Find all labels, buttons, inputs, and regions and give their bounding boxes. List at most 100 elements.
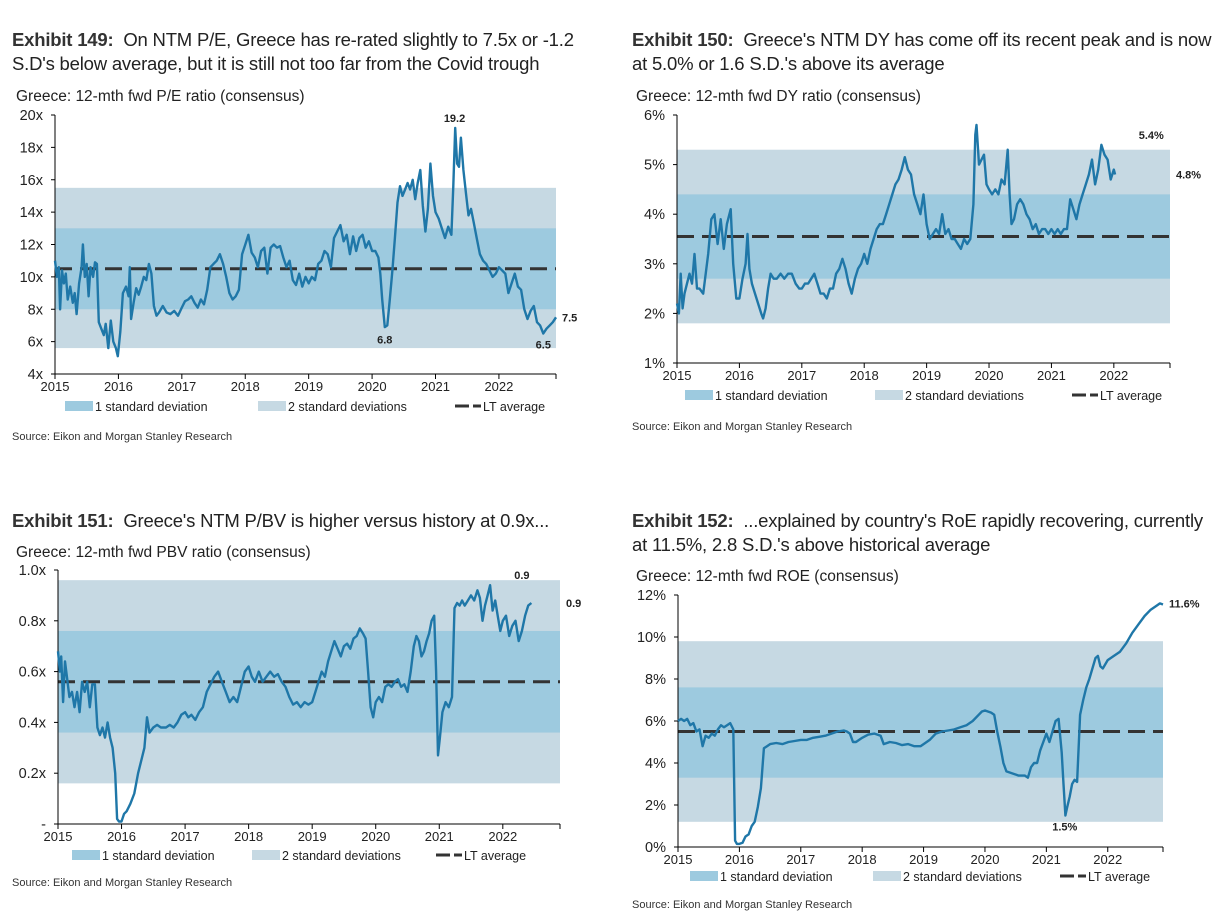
chart-151-source: Source: Eikon and Morgan Stanley Researc…: [12, 877, 233, 889]
legend-swatch-1sd: [65, 401, 93, 411]
series-line-roe: [677, 602, 1164, 846]
exhibit-149-text: On NTM P/E, Greece has re-rated slightly…: [12, 29, 574, 74]
y-tick-label: 6%: [645, 714, 666, 730]
series-line-dy: [675, 123, 1117, 320]
y-tick-label: 6x: [28, 335, 44, 351]
data-label: 11.6%: [1169, 598, 1200, 610]
x-tick-label: 2021: [1037, 368, 1066, 383]
exhibit-150-label: Exhibit 150:: [632, 29, 734, 50]
x-tick-label: 2022: [1093, 852, 1122, 867]
data-label: 5.4%: [1139, 130, 1164, 142]
x-tick-label: 2021: [421, 379, 450, 394]
y-tick-label: 18x: [20, 140, 44, 156]
x-tick-label: 2020: [361, 829, 390, 844]
x-tick-label: 2018: [850, 368, 879, 383]
chart-150-subtitle: Greece: 12-mth fwd DY ratio (consensus): [636, 88, 921, 105]
y-tick-label: 0.8x: [19, 614, 47, 630]
y-tick-label: 1.0x: [19, 563, 47, 579]
x-tick-label: 2016: [725, 368, 754, 383]
chart-150-source: Source: Eikon and Morgan Stanley Researc…: [632, 421, 853, 433]
x-tick-label: 2022: [488, 829, 517, 844]
exhibit-152-label: Exhibit 152:: [632, 510, 734, 531]
y-tick-label: 2%: [644, 306, 665, 322]
x-tick-label: 2019: [912, 368, 941, 383]
legend-label-2sd: 2 standard deviations: [282, 849, 401, 863]
x-tick-label: 2015: [44, 829, 73, 844]
legend-swatch-1sd: [685, 390, 713, 400]
x-tick-label: 2020: [971, 852, 1000, 867]
x-tick-label: 2017: [787, 368, 816, 383]
x-tick-label: 2019: [909, 852, 938, 867]
legend-label-1sd: 1 standard deviation: [95, 400, 208, 414]
chart-roe: 0% 2% 4% 6% 8% 10% 12% 2015 2016 2017 2018 2019 2020…: [637, 588, 1200, 884]
exhibit-152-text: ...explained by country's RoE rapidly re…: [632, 510, 1203, 555]
y-tick-label: 8x: [28, 302, 44, 318]
y-tick-label: 5%: [644, 158, 665, 174]
x-tick-label: 2021: [425, 829, 454, 844]
x-tick-label: 2021: [1032, 852, 1061, 867]
exhibit-149-label: Exhibit 149:: [12, 29, 114, 50]
y-tick-label: 16x: [20, 173, 44, 189]
y-tick-label: 4%: [644, 207, 665, 223]
y-tick-label: 0.2x: [19, 766, 47, 782]
x-tick-label: 2016: [725, 852, 754, 867]
legend-swatch-2sd: [252, 850, 280, 860]
x-tick-label: 2019: [298, 829, 327, 844]
legend-label-1sd: 1 standard deviation: [720, 870, 833, 884]
chart-149-source: Source: Eikon and Morgan Stanley Researc…: [12, 431, 233, 443]
exhibit-151-label: Exhibit 151:: [12, 510, 114, 531]
x-tick-label: 2017: [786, 852, 815, 867]
legend-swatch-2sd: [258, 401, 286, 411]
legend-label-2sd: 2 standard deviations: [903, 870, 1022, 884]
x-tick-label: 2015: [41, 379, 70, 394]
y-tick-label: 12x: [20, 238, 44, 254]
y-tick-label: -: [41, 817, 46, 833]
legend-swatch-1sd: [72, 850, 100, 860]
legend-swatch-2sd: [875, 390, 903, 400]
data-label: 6.5: [536, 340, 551, 352]
y-tick-label: 0%: [645, 840, 666, 856]
data-label: 4.8%: [1176, 170, 1201, 182]
data-label: 7.5: [562, 312, 577, 324]
x-tick-label: 2017: [171, 829, 200, 844]
chart-152-source: Source: Eikon and Morgan Stanley Researc…: [632, 899, 853, 911]
legend-swatch-2sd: [873, 871, 901, 881]
exhibit-152-title: Exhibit 152: ...explained by country's R…: [632, 509, 1222, 557]
legend-label-average: LT average: [464, 849, 526, 863]
y-tick-label: 14x: [20, 205, 44, 221]
legend-label-average: LT average: [483, 400, 545, 414]
legend-label-average: LT average: [1100, 389, 1162, 403]
x-tick-label: 2016: [107, 829, 136, 844]
data-label: 19.2: [444, 113, 465, 125]
chart-151-subtitle: Greece: 12-mth fwd PBV ratio (consensus): [16, 544, 311, 561]
legend-label-1sd: 1 standard deviation: [715, 389, 828, 403]
chart-dy: 1% 2% 3% 4% 5% 6% 2015 2016 2017 2018 2019 2020 2021…: [644, 108, 1201, 403]
y-tick-label: 4x: [28, 367, 44, 383]
chart-152-subtitle: Greece: 12-mth fwd ROE (consensus): [636, 568, 899, 585]
legend-label-2sd: 2 standard deviations: [905, 389, 1024, 403]
y-tick-label: 2%: [645, 798, 666, 814]
x-tick-label: 2020: [975, 368, 1004, 383]
x-tick-label: 2022: [484, 379, 513, 394]
data-label: 1.5%: [1052, 822, 1077, 834]
x-tick-label: 2015: [664, 852, 693, 867]
y-tick-label: 0.4x: [19, 715, 47, 731]
exhibit-149-title: Exhibit 149: On NTM P/E, Greece has re-r…: [12, 28, 602, 76]
exhibit-150-title: Exhibit 150: Greece's NTM DY has come of…: [632, 28, 1222, 76]
legend-label-2sd: 2 standard deviations: [288, 400, 407, 414]
exhibit-151-title: Exhibit 151: Greece's NTM P/BV is higher…: [12, 509, 602, 533]
legend-swatch-1sd: [690, 871, 718, 881]
x-tick-label: 2015: [663, 368, 692, 383]
y-tick-label: 4%: [645, 756, 666, 772]
y-tick-label: 0.6x: [19, 665, 47, 681]
x-tick-label: 2017: [167, 379, 196, 394]
x-tick-label: 2022: [1099, 368, 1128, 383]
x-tick-label: 2018: [231, 379, 260, 394]
exhibit-151-text: Greece's NTM P/BV is higher versus histo…: [123, 510, 550, 531]
y-tick-label: 3%: [644, 257, 665, 273]
x-tick-label: 2018: [848, 852, 877, 867]
y-tick-label: 1%: [644, 356, 665, 372]
series-line-pbv: [56, 584, 533, 823]
legend-label-1sd: 1 standard deviation: [102, 849, 215, 863]
exhibit-150-text: Greece's NTM DY has come off its recent …: [632, 29, 1212, 74]
